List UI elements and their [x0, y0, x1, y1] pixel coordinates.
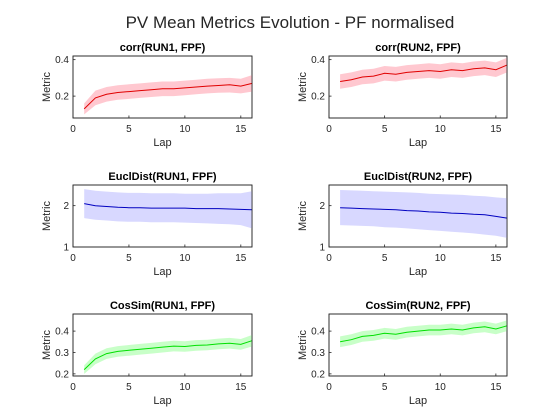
x-tick-label: 15 [235, 124, 247, 135]
subplot-title: EuclDist(RUN1, FPF) [108, 171, 217, 183]
y-tick-label: 1 [319, 243, 325, 254]
x-tick-label: 15 [490, 253, 502, 264]
x-axis-label: Lap [409, 395, 427, 407]
y-axis-label: Metric [297, 201, 309, 231]
error-band [340, 190, 507, 238]
subplot: 0 5 10 15 0.2 0.3 0.4 CosSim(RUN1, FPF) Lap Metri… [41, 300, 253, 407]
y-axis-label: Metric [297, 330, 309, 360]
subplot: 0 5 10 15 0.2 0.4 corr(RUN2, FPF) Lap Metric [297, 42, 508, 149]
x-tick-label: 5 [382, 382, 388, 393]
x-tick-label: 10 [179, 382, 191, 393]
subplot: 0 5 10 15 0.2 0.4 corr(RUN1, FPF) Lap Metric [41, 42, 253, 149]
subplot: 0 5 10 15 1 2 EuclDist(RUN1, FPF) Lap Metric [41, 171, 253, 278]
y-tick-label: 0.3 [311, 348, 325, 359]
subplot-title: corr(RUN1, FPF) [120, 42, 206, 54]
x-axis-label: Lap [153, 266, 171, 278]
y-tick-label: 0.4 [55, 55, 69, 66]
error-band [84, 189, 252, 229]
x-tick-label: 15 [490, 124, 502, 135]
axes-frame [328, 313, 508, 377]
y-tick-label: 0.2 [311, 92, 325, 103]
axes-frame [72, 184, 253, 248]
y-tick-label: 2 [63, 201, 69, 212]
y-axis-label: Metric [41, 72, 53, 102]
x-tick-label: 10 [435, 253, 447, 264]
error-band [84, 75, 252, 115]
y-axis-label: Metric [41, 201, 53, 231]
y-axis-label: Metric [297, 72, 309, 102]
y-tick-label: 0.4 [311, 55, 325, 66]
mean-line [340, 207, 508, 219]
x-tick-label: 15 [235, 253, 247, 264]
x-tick-label: 5 [382, 253, 388, 264]
subplot-title: corr(RUN2, FPF) [375, 42, 461, 54]
x-tick-label: 0 [70, 382, 76, 393]
y-tick-label: 0.2 [55, 92, 69, 103]
subplot-title: CosSim(RUN2, FPF) [365, 300, 470, 312]
y-tick-label: 0.4 [55, 327, 69, 338]
x-axis-label: Lap [153, 395, 171, 407]
x-tick-label: 10 [435, 124, 447, 135]
axes-frame [328, 184, 508, 248]
subplot-title: CosSim(RUN1, FPF) [110, 300, 215, 312]
x-tick-label: 5 [126, 253, 132, 264]
mean-line [83, 82, 253, 110]
error-band [340, 57, 507, 89]
x-tick-label: 0 [326, 124, 332, 135]
figure-title: PV Mean Metrics Evolution - PF normalise… [126, 13, 455, 32]
x-tick-label: 5 [126, 124, 132, 135]
x-tick-label: 5 [382, 124, 388, 135]
x-tick-label: 10 [179, 253, 191, 264]
x-tick-label: 5 [126, 382, 132, 393]
x-tick-label: 0 [326, 253, 332, 264]
x-axis-label: Lap [409, 266, 427, 278]
mean-line [84, 203, 253, 211]
axes-frame [328, 55, 508, 119]
x-tick-label: 10 [435, 382, 447, 393]
x-tick-label: 0 [70, 253, 76, 264]
axes-frame [72, 313, 253, 377]
x-tick-label: 0 [326, 382, 332, 393]
y-tick-label: 2 [319, 201, 325, 212]
x-axis-label: Lap [409, 137, 427, 149]
x-axis-label: Lap [153, 137, 171, 149]
mean-line [340, 64, 508, 82]
y-tick-label: 0.2 [55, 369, 69, 380]
y-tick-label: 0.2 [311, 369, 325, 380]
x-tick-label: 0 [70, 124, 76, 135]
mean-line [83, 340, 253, 370]
y-axis-label: Metric [41, 330, 53, 360]
y-tick-label: 0.3 [55, 348, 69, 359]
axes-frame [72, 55, 253, 119]
error-band [340, 320, 507, 348]
x-tick-label: 10 [179, 124, 191, 135]
subplot: 0 5 10 15 0.2 0.3 0.4 CosSim(RUN2, FPF) Lap Metri… [297, 300, 508, 407]
x-tick-label: 15 [490, 382, 502, 393]
x-tick-label: 15 [235, 382, 247, 393]
subplot: 0 5 10 15 1 2 EuclDist(RUN2, FPF) Lap Metric [297, 171, 508, 278]
y-tick-label: 1 [63, 243, 69, 254]
y-tick-label: 0.4 [311, 327, 325, 338]
subplot-title: EuclDist(RUN2, FPF) [364, 171, 473, 183]
mean-line [340, 325, 508, 343]
